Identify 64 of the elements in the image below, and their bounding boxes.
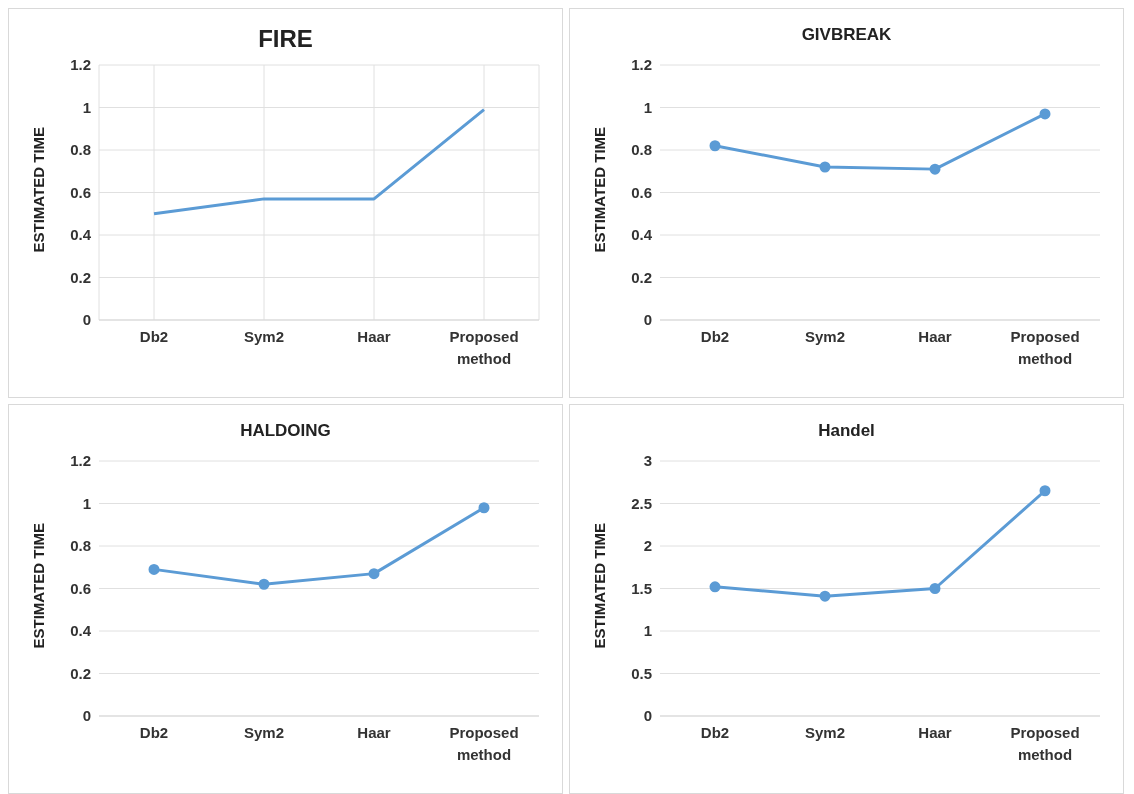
y-tick-label: 0.6 xyxy=(70,579,91,597)
y-axis-title: ESTIMATED TIME xyxy=(30,522,48,649)
x-tick-label: Db2 xyxy=(139,328,169,345)
point xyxy=(368,568,380,580)
y-tick-label: 0 xyxy=(643,707,652,725)
y-tick-label: 0.2 xyxy=(70,268,91,286)
y-axis-title: ESTIMATED TIME xyxy=(591,126,609,253)
x-tick-label: Sym2 xyxy=(243,328,285,345)
x-tick-label: Db2 xyxy=(700,328,730,345)
x-tick-label: Sym2 xyxy=(804,328,846,345)
x-tick-label: Haar xyxy=(918,724,952,741)
chart-title: GIVBREAK xyxy=(800,25,893,46)
y-tick-label: 0.6 xyxy=(70,183,91,201)
y-tick-label: 1 xyxy=(82,98,91,116)
point xyxy=(819,590,831,602)
x-tick-label: Haar xyxy=(918,328,952,345)
y-tick-label: 0.2 xyxy=(70,664,91,682)
y-axis-title: ESTIMATED TIME xyxy=(591,522,609,649)
point xyxy=(1039,108,1051,120)
y-tick-label: 1.5 xyxy=(631,579,652,597)
x-tick-label: Haar xyxy=(357,724,391,741)
y-tick-label: 0 xyxy=(643,311,652,329)
y-tick-label: 1.2 xyxy=(70,452,91,470)
y-tick-label: 0.4 xyxy=(70,622,92,640)
point xyxy=(929,583,941,594)
y-tick-label: 1 xyxy=(643,622,652,640)
y-tick-label: 0.4 xyxy=(70,226,92,244)
y-tick-label: 0.8 xyxy=(70,537,91,555)
point xyxy=(819,161,831,173)
y-tick-label: 2 xyxy=(643,537,652,555)
point xyxy=(1039,485,1051,497)
point xyxy=(258,578,270,590)
y-tick-label: 3 xyxy=(643,452,652,470)
x-tick-label: Sym2 xyxy=(243,724,285,741)
point xyxy=(709,581,721,593)
y-tick-label: 1 xyxy=(82,494,91,512)
point xyxy=(478,502,490,514)
y-tick-label: 0.8 xyxy=(70,141,91,159)
x-tick-label: Sym2 xyxy=(804,724,846,741)
y-tick-label: 0.2 xyxy=(631,268,652,286)
y-tick-label: 0.4 xyxy=(631,226,653,244)
x-tick-label: Proposed method xyxy=(1010,328,1080,367)
x-tick-label: Db2 xyxy=(139,724,169,741)
point xyxy=(148,563,160,575)
y-tick-label: 2.5 xyxy=(631,494,652,512)
y-tick-label: 1.2 xyxy=(631,56,652,74)
chart-title: FIRE xyxy=(257,25,314,54)
y-tick-label: 0.8 xyxy=(631,141,652,159)
point xyxy=(929,163,941,175)
x-tick-label: Proposed method xyxy=(449,328,519,367)
x-tick-label: Haar xyxy=(357,328,391,345)
chart-title: HALDOING xyxy=(239,421,332,442)
point xyxy=(709,140,721,152)
x-tick-label: Proposed method xyxy=(449,724,519,763)
y-tick-label: 1.2 xyxy=(70,56,91,74)
y-tick-label: 0.5 xyxy=(631,664,652,682)
y-tick-label: 1 xyxy=(643,98,652,116)
y-tick-label: 0.6 xyxy=(631,183,652,201)
y-tick-label: 0 xyxy=(82,311,91,329)
chart-title: Handel xyxy=(817,421,876,442)
y-tick-label: 0 xyxy=(82,707,91,725)
x-tick-label: Db2 xyxy=(700,724,730,741)
x-tick-label: Proposed method xyxy=(1010,724,1080,763)
y-axis-title: ESTIMATED TIME xyxy=(30,126,48,253)
